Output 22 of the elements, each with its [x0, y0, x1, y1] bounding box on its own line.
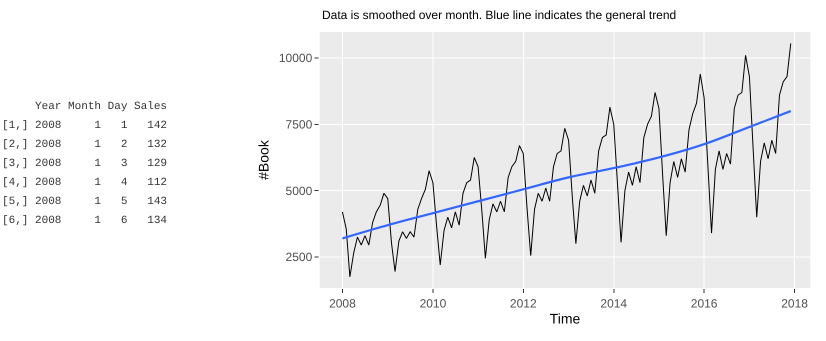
x-tick-label: 2016 [690, 296, 718, 310]
text: [3,] 2008 1 3 129 [2, 158, 168, 170]
x-tick-label: 2010 [420, 296, 447, 310]
line-series [342, 42, 792, 278]
text: [1,] 2008 1 1 142 [2, 120, 168, 132]
text: [2,] 2008 1 2 132 [2, 139, 168, 151]
text: [4,] 2008 1 4 112 [2, 177, 168, 189]
y-tick-label: 10000 [278, 51, 313, 66]
text: Year Month Day Sales [2, 101, 168, 113]
chart-title: Data is smoothed over month. Blue line indicates the general trend [322, 8, 676, 22]
text: [5,] 2008 1 5 143 [2, 196, 168, 208]
x-axis-title: Time [550, 310, 580, 327]
text: [6,] 2008 1 6 134 [2, 215, 168, 227]
y-tick-label: 7500 [286, 118, 313, 132]
line-series [341, 110, 792, 240]
x-tick-label: 2014 [600, 296, 628, 310]
x-tick-label: 2018 [781, 296, 808, 310]
x-tick-label: 2012 [510, 296, 537, 310]
y-axis-title: #Book [255, 139, 272, 180]
y-tick-label: 2500 [286, 250, 313, 264]
y-tick-label: 5000 [286, 184, 313, 198]
x-tick-label: 2008 [329, 296, 356, 310]
